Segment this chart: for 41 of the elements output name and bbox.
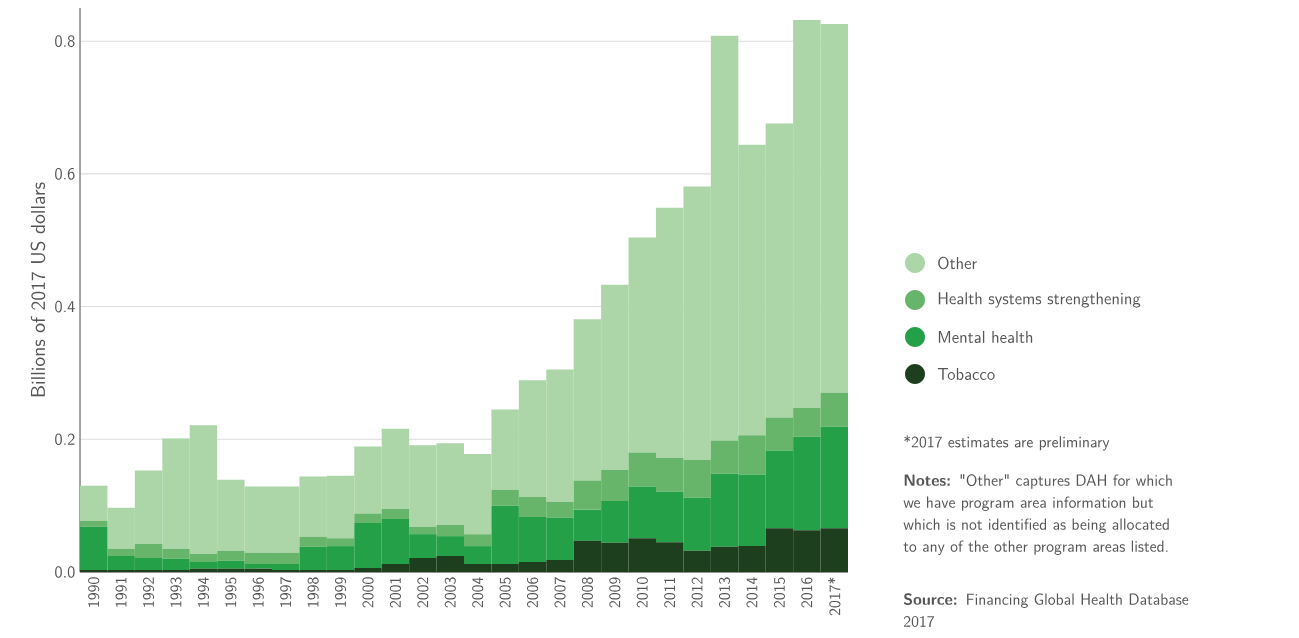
legend-label: Other <box>938 256 977 270</box>
y-tick-label: 0.0 <box>55 566 75 578</box>
x-tick-label: 2013 <box>719 577 731 608</box>
x-tick-label: 2014 <box>746 577 758 608</box>
legend-label: Mental health <box>938 331 1033 343</box>
x-tick-label: 2006 <box>527 577 539 608</box>
x-tick-label: 2011 <box>664 577 676 608</box>
x-tick-label: 2008 <box>581 577 594 608</box>
x-tick-label: 1999 <box>335 577 347 607</box>
x-tick-label: 1993 <box>170 577 182 607</box>
y-axis-title: Billions of 2017 US dollars <box>30 182 46 397</box>
x-tick-label: 1994 <box>197 577 210 607</box>
text: *2017 estimates are preliminary <box>904 435 1110 451</box>
x-tick-label: 2005 <box>499 577 511 608</box>
x-tick-label: 1991 <box>115 577 127 607</box>
x-tick-label: 2000 <box>362 577 374 608</box>
y-tick-label: 0.6 <box>55 168 75 180</box>
x-tick-label: 1990 <box>88 577 100 607</box>
y-tick-label: 0.4 <box>55 300 75 313</box>
x-tick-label: 1998 <box>307 577 319 607</box>
x-tick-label: 2007 <box>554 577 566 608</box>
legend-label: Tobacco <box>937 368 995 380</box>
x-tick-label: 2010 <box>636 577 648 608</box>
y-tick-label: 0.8 <box>55 35 75 47</box>
x-tick-label: 2009 <box>609 577 621 608</box>
x-tick-label: 1996 <box>252 577 264 607</box>
x-tick-label: 2012 <box>691 577 703 608</box>
x-tick-label: 2015 <box>773 577 786 608</box>
x-tick-label: 2017* <box>828 577 841 616</box>
text: Source: Financing Global Health Database 2017 <box>903 593 1189 628</box>
x-tick-label: 1995 <box>225 577 237 607</box>
x-tick-label: 1997 <box>280 577 292 607</box>
x-tick-label: 2016 <box>801 577 813 608</box>
x-tick-label: 2003 <box>444 577 456 608</box>
x-tick-label: 2002 <box>417 577 429 608</box>
x-tick-label: 2001 <box>389 577 402 608</box>
x-tick-label: 1992 <box>143 577 155 607</box>
text: Notes: "Other" captures DAH for which we have program area information but which is not identified as being allocated to any of the other program areas listed. <box>903 474 1172 555</box>
x-tick-label: 2004 <box>472 577 484 608</box>
legend-label: Health systems strengthening <box>938 292 1141 308</box>
y-tick-label: 0.2 <box>55 433 75 446</box>
